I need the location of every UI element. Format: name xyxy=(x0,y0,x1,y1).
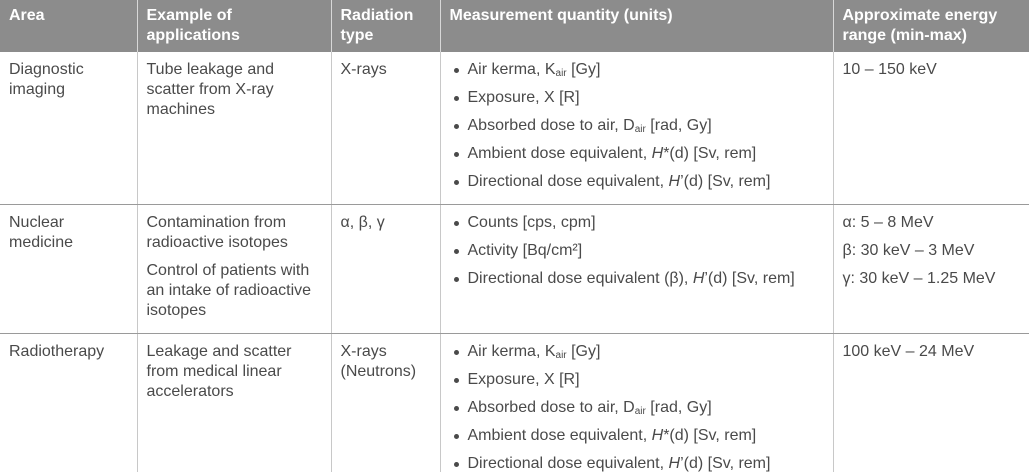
text-run: Absorbed dose to air, D xyxy=(467,117,635,134)
energy-range: β: 30 keV – 3 MeV xyxy=(842,242,975,259)
text-run: Ambient dose equivalent, xyxy=(467,145,652,162)
text-run: *(d) [Sv, rem] xyxy=(663,145,757,162)
energy-cell: 100 keV – 24 MeV xyxy=(832,333,1029,472)
applications-cell: Contamination from radioactive isotopes C… xyxy=(136,204,331,334)
area-cell: Radiotherapy xyxy=(0,333,137,472)
quantity-list: Air kerma, Kair [Gy] Exposure, X [R] Absor… xyxy=(450,342,824,472)
quantity-item: Activity [Bq/cm²] xyxy=(450,241,824,261)
header-row: Area Example of applications Radiation typ… xyxy=(0,0,1029,52)
subscript: air xyxy=(555,68,567,79)
applications-cell: Leakage and scatter from medical linear … xyxy=(136,333,331,472)
header-cell: Measurement quantity (units) xyxy=(439,0,833,52)
energy-range: γ: 30 keV – 1.25 MeV xyxy=(842,270,996,287)
energy-cell: 10 – 150 keV xyxy=(832,52,1029,205)
quantities-cell: Air kerma, Kair [Gy] Exposure, X [R] Absor… xyxy=(439,52,833,205)
quantity-list: Counts [cps, cpm] Activity [Bq/cm²] Direct… xyxy=(450,213,824,289)
text-run: Air kerma, K xyxy=(467,61,556,78)
quantity-item: Exposure, X [R] xyxy=(450,370,824,390)
quantity-item: Ambient dose equivalent, H*(d) [Sv, rem] xyxy=(450,426,824,446)
text-run: *(d) [Sv, rem] xyxy=(663,427,757,444)
energy-cell: α: 5 – 8 MeV β: 30 keV – 3 MeV γ: 30 keV –… xyxy=(832,204,1029,334)
quantity-item: Exposure, X [R] xyxy=(450,88,824,108)
quantity-item: Directional dose equivalent (β), H’(d) [… xyxy=(450,269,824,289)
quantity-item: Ambient dose equivalent, H*(d) [Sv, rem] xyxy=(450,144,824,164)
text-run: ’(d) [Sv, rem] xyxy=(704,270,795,287)
text-run: [rad, Gy] xyxy=(645,399,712,416)
quantity-item: Air kerma, Kair [Gy] xyxy=(450,60,824,80)
italic-run: H xyxy=(651,427,664,444)
area-cell: Diagnostic imaging xyxy=(0,52,137,205)
quantity-item: Absorbed dose to air, Dair [rad, Gy] xyxy=(450,398,824,418)
table-row: Nuclear medicine Contamination from radio… xyxy=(0,204,1029,334)
application: Control of patients with an intake of ra… xyxy=(146,262,312,319)
text-run: Counts [cps, cpm] xyxy=(467,214,596,231)
application: Leakage and scatter from medical linear … xyxy=(146,343,292,400)
applications-cell: Tube leakage and scatter from X-ray mach… xyxy=(136,52,331,205)
application: Tube leakage and scatter from X-ray mach… xyxy=(146,61,275,118)
application: Contamination from radioactive isotopes xyxy=(146,214,288,251)
text-run: Ambient dose equivalent, xyxy=(467,427,652,444)
quantities-cell: Air kerma, Kair [Gy] Exposure, X [R] Absor… xyxy=(439,333,833,472)
text-run: Directional dose equivalent (β), xyxy=(467,270,693,287)
italic-run: H xyxy=(668,173,681,190)
text-run: Exposure, X [R] xyxy=(467,371,580,388)
energy-range: α: 5 – 8 MeV xyxy=(842,214,934,231)
quantity-item: Directional dose equivalent, H’(d) [Sv, … xyxy=(450,454,824,472)
subscript: air xyxy=(555,350,567,361)
italic-run: H xyxy=(668,455,681,472)
quantity-item: Directional dose equivalent, H’(d) [Sv, … xyxy=(450,172,824,192)
radiation-cell: X-rays xyxy=(330,52,440,205)
radiation-cell: α, β, γ xyxy=(330,204,440,334)
quantities-cell: Counts [cps, cpm] Activity [Bq/cm²] Direct… xyxy=(439,204,833,334)
quantity-item: Absorbed dose to air, Dair [rad, Gy] xyxy=(450,116,824,136)
text-run: Air kerma, K xyxy=(467,343,556,360)
italic-run: H xyxy=(692,270,705,287)
text-run: Directional dose equivalent, xyxy=(467,455,669,472)
subscript: air xyxy=(634,124,646,135)
header-cell: Radiation type xyxy=(330,0,440,52)
table-row: Diagnostic imaging Tube leakage and scatt… xyxy=(0,52,1029,205)
energy-range: 10 – 150 keV xyxy=(842,61,937,78)
header-cell: Example of applications xyxy=(136,0,331,52)
area-cell: Nuclear medicine xyxy=(0,204,137,334)
text-run: [rad, Gy] xyxy=(645,117,712,134)
text-run: Directional dose equivalent, xyxy=(467,173,669,190)
quantity-list: Air kerma, Kair [Gy] Exposure, X [R] Absor… xyxy=(450,60,824,192)
quantity-item: Counts [cps, cpm] xyxy=(450,213,824,233)
text-run: [Gy] xyxy=(566,343,601,360)
energy-range: 100 keV – 24 MeV xyxy=(842,343,975,360)
radiation-cell: X-rays (Neutrons) xyxy=(330,333,440,472)
text-run: Exposure, X [R] xyxy=(467,89,580,106)
quantity-item: Air kerma, Kair [Gy] xyxy=(450,342,824,362)
text-run: [Gy] xyxy=(566,61,601,78)
subscript: air xyxy=(634,406,646,417)
table-body: Diagnostic imaging Tube leakage and scatt… xyxy=(0,52,1029,472)
header-cell: Area xyxy=(0,0,137,52)
text-run: ’(d) [Sv, rem] xyxy=(680,455,771,472)
text-run: Activity [Bq/cm²] xyxy=(467,242,583,259)
header-cell: Approximate energy range (min-max) xyxy=(832,0,1029,52)
table-row: Radiotherapy Leakage and scatter from med… xyxy=(0,333,1029,472)
text-run: ’(d) [Sv, rem] xyxy=(680,173,771,190)
italic-run: H xyxy=(651,145,664,162)
text-run: Absorbed dose to air, D xyxy=(467,399,635,416)
